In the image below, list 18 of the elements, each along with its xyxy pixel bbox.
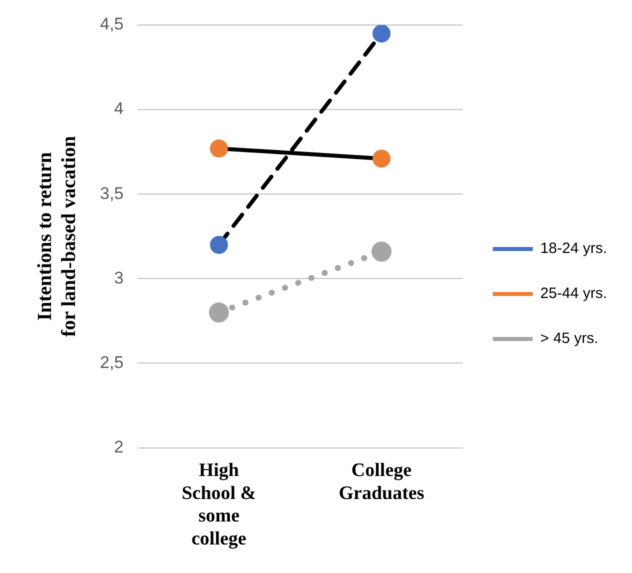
x-tick-label: College Graduates — [338, 460, 424, 504]
legend-label: 25-44 yrs. — [540, 285, 608, 302]
y-tick-label: 3 — [114, 268, 124, 288]
point — [208, 302, 229, 323]
point — [210, 139, 228, 158]
point — [372, 242, 392, 262]
point — [372, 25, 391, 42]
y-tick-label: 4,5 — [100, 14, 124, 34]
point — [372, 150, 391, 168]
y-tick-label: 4 — [114, 99, 124, 118]
x-tick-label: High School & some college — [182, 460, 256, 550]
y-tick-label: 2 — [114, 437, 124, 456]
y-tick-label: 2,5 — [100, 352, 124, 372]
legend-label: 18-24 yrs. — [540, 240, 608, 258]
y-axis-title: Intentions to return for land-based vacation — [34, 136, 80, 337]
point — [210, 236, 228, 254]
y-tick-label: 3,5 — [100, 184, 124, 203]
legend-label: > 45 yrs. — [540, 330, 598, 348]
